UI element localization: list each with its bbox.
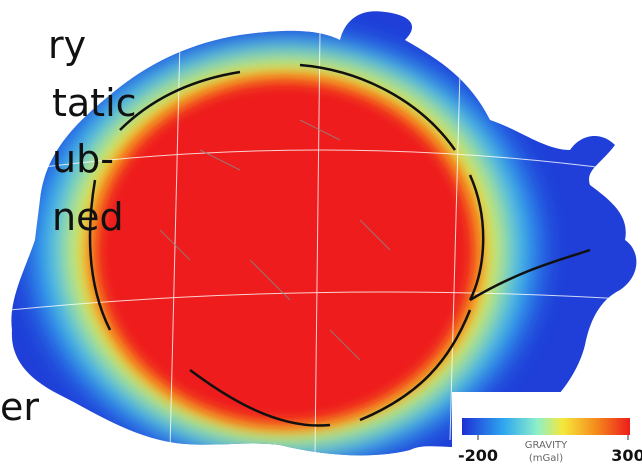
minor-faults xyxy=(159,119,391,361)
slide-line: ub- xyxy=(52,137,114,181)
colorbar-tick-label: 300 xyxy=(611,446,642,465)
slide-line: er xyxy=(0,385,39,429)
colorbar: GRAVITY (mGal) -200 300 xyxy=(452,392,642,468)
slide-line: ned xyxy=(52,195,124,239)
colorbar-unit: (mGal) xyxy=(529,453,563,464)
colorbar-gradient xyxy=(462,418,630,435)
colorbar-tick-label: -200 xyxy=(458,446,498,465)
slide-line: tatic xyxy=(52,81,137,125)
slide-line: ry xyxy=(48,23,86,67)
slide-text: ry tatic ub- ned er xyxy=(0,23,137,429)
colorbar-title: GRAVITY xyxy=(525,440,568,451)
fault-lines xyxy=(88,63,591,427)
